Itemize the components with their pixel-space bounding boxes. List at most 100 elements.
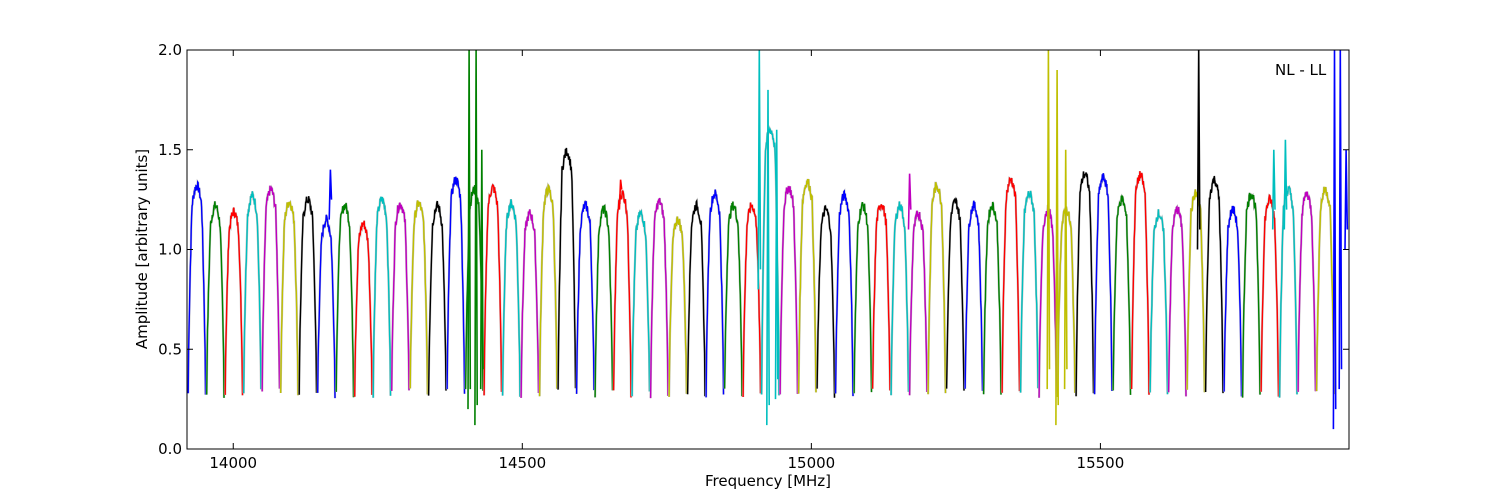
channel-line-40 (927, 182, 947, 395)
spike-10 (1055, 69, 1059, 426)
channel-line-25 (649, 197, 669, 399)
x-tick-label-0: 14000 (209, 454, 257, 472)
channel-line-17 (501, 199, 521, 397)
channel-shadow-24 (631, 208, 651, 397)
spike-6 (766, 89, 770, 426)
channel-shadow-6 (298, 196, 318, 395)
channel-line-53 (1167, 205, 1187, 397)
channel-shadow-60 (1297, 191, 1317, 392)
ticks-layer: 14000 14500 15000 15500 0.0 0.5 1.0 1.5 2.0 (158, 41, 1349, 472)
spike-4 (618, 179, 623, 210)
channel-line-41 (945, 197, 965, 391)
channel-line-24 (631, 209, 651, 397)
spike-3 (328, 169, 333, 220)
channel-shadow-52 (1149, 209, 1169, 395)
channel-line-16 (483, 183, 503, 396)
channel-shadow-40 (927, 181, 947, 395)
y-tick-label-4: 2.0 (158, 41, 182, 59)
y-axis-label: Amplitude [arbitrary units] (133, 149, 151, 349)
spike-0 (467, 50, 472, 410)
channel-shadow-4 (261, 184, 281, 392)
spike-17 (1344, 149, 1349, 250)
channel-shadow-36 (853, 201, 873, 394)
channel-line-22 (594, 204, 614, 398)
spike-13 (1271, 149, 1276, 230)
spike-8 (907, 173, 912, 230)
channel-shadow-25 (649, 197, 670, 399)
channel-shadow-32 (779, 185, 799, 395)
channel-line-23 (612, 190, 632, 398)
channel-shadow-35 (834, 188, 855, 397)
spike-11 (1063, 149, 1068, 390)
channel-line-2 (224, 207, 244, 396)
x-axis-label: Frequency [MHz] (705, 472, 831, 490)
channel-shadow-2 (224, 207, 244, 396)
spike-7 (774, 129, 779, 400)
channel-line-42 (964, 200, 984, 391)
channel-shadow-12 (409, 200, 429, 395)
channel-shadow-5 (279, 199, 300, 396)
channel-shadow-22 (594, 203, 614, 398)
channel-shadow-28 (705, 189, 725, 398)
channel-line-5 (280, 200, 299, 396)
channel-line-28 (705, 189, 725, 398)
spike-16 (1338, 50, 1343, 390)
channel-line-7 (317, 214, 336, 399)
y-tick-label-3: 1.5 (158, 141, 182, 159)
channel-line-19 (538, 183, 558, 397)
x-tick-label-1: 14500 (498, 454, 546, 472)
channel-shadow-1 (205, 201, 226, 398)
chart-annotation: NL - LL (1275, 61, 1327, 79)
channel-shadow-10 (372, 196, 392, 398)
channel-shadow-48 (1075, 171, 1095, 397)
channel-shadow-59 (1278, 184, 1299, 398)
x-tick-label-3: 15500 (1077, 454, 1125, 472)
channel-line-59 (1278, 185, 1298, 398)
channel-shadow-16 (483, 182, 503, 396)
channel-line-3 (243, 191, 262, 394)
channel-line-0 (187, 179, 207, 395)
x-tick-label-2: 15000 (787, 454, 835, 472)
channel-shadow-38 (890, 201, 910, 396)
spike-14 (1283, 139, 1288, 230)
channel-line-27 (686, 198, 706, 397)
plot-frame (186, 49, 1350, 450)
channel-line-54 (1186, 189, 1206, 393)
channel-line-11 (391, 202, 410, 391)
channel-shadow-17 (501, 199, 522, 397)
channel-shadow-20 (557, 147, 577, 390)
channel-shadow-39 (908, 210, 929, 396)
channel-line-38 (890, 201, 910, 396)
channel-shadow-45 (1019, 190, 1040, 393)
spike-5 (757, 50, 762, 290)
channel-line-6 (298, 196, 318, 395)
channel-line-13 (427, 200, 447, 396)
channel-line-39 (908, 210, 928, 396)
channel-shadow-27 (686, 197, 707, 397)
channel-shadow-49 (1093, 173, 1114, 395)
channel-line-9 (354, 220, 373, 397)
channel-line-8 (335, 202, 355, 398)
channel-shadow-29 (723, 201, 744, 397)
spike-15 (1332, 50, 1337, 430)
spike-1 (474, 50, 478, 426)
channel-shadow-54 (1186, 189, 1206, 393)
channel-shadow-7 (316, 214, 337, 399)
channel-shadow-57 (1241, 192, 1262, 398)
channel-line-49 (1093, 173, 1113, 395)
channel-shadow-61 (1315, 186, 1336, 395)
spike-12 (1196, 50, 1201, 250)
channel-line-55 (1204, 175, 1224, 394)
channel-line-60 (1297, 191, 1317, 392)
channel-line-43 (982, 201, 1002, 395)
channel-shadow-3 (242, 191, 263, 394)
channel-line-52 (1149, 209, 1169, 395)
channel-shadow-13 (427, 200, 448, 396)
channel-shadow-43 (982, 201, 1003, 395)
y-tick-label-1: 0.5 (158, 340, 182, 358)
channel-line-21 (575, 200, 595, 394)
channel-line-26 (668, 216, 688, 397)
channel-shadow-41 (945, 196, 966, 391)
channel-line-4 (261, 185, 281, 392)
